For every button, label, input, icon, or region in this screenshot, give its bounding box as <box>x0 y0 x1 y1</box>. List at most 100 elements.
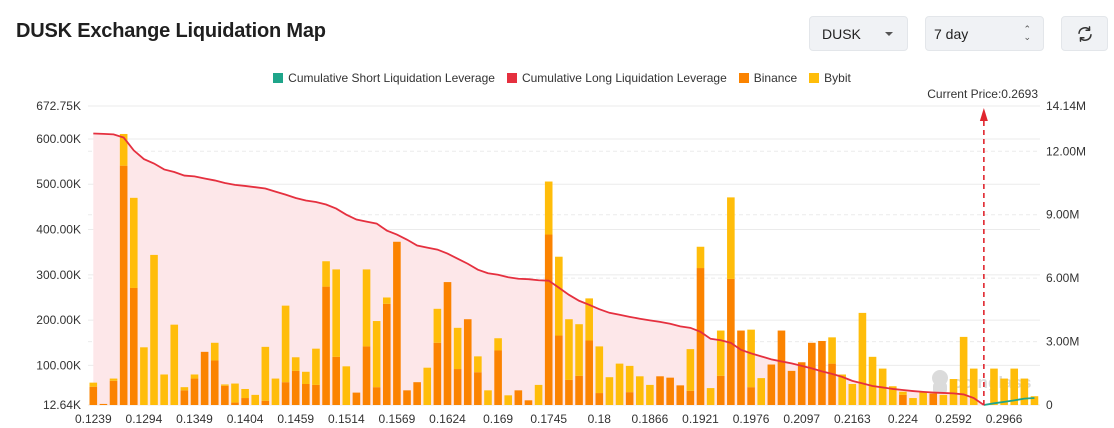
bar-binance <box>818 340 826 405</box>
bar-bybit <box>180 387 189 391</box>
x-tick-label: 0.1239 <box>75 412 112 426</box>
x-tick-label: 0.1921 <box>682 412 719 426</box>
bar-bybit <box>716 330 725 376</box>
bar-binance <box>929 393 938 405</box>
bar-binance <box>666 377 674 405</box>
bar-bybit <box>129 197 138 288</box>
bar-binance <box>453 369 462 405</box>
x-tick-label: 0.1866 <box>632 412 669 426</box>
bar-bybit <box>848 384 857 405</box>
legend-item-long[interactable]: Cumulative Long Liquidation Leverage <box>506 71 727 85</box>
bar-binance <box>231 402 239 405</box>
bar-bybit <box>221 384 229 386</box>
x-tick-label: 0.2592 <box>935 412 972 426</box>
period-select[interactable]: 7 day ⌃ ⌄ <box>925 16 1044 51</box>
bar-bybit <box>565 319 573 380</box>
coin-select[interactable]: DUSK <box>809 16 908 51</box>
bar-bybit <box>504 395 513 405</box>
bar-binance <box>737 330 745 405</box>
refresh-button[interactable] <box>1061 16 1108 51</box>
bar-bybit <box>382 297 391 304</box>
legend-label: Bybit <box>824 71 851 85</box>
bar-bybit <box>757 378 766 405</box>
bar-bybit <box>494 338 502 351</box>
bar-binance <box>281 382 290 405</box>
bar-bybit <box>332 269 340 357</box>
bar-bybit <box>727 197 735 279</box>
bar-binance <box>524 400 533 405</box>
y-right-tick-label: 0 <box>1046 398 1053 412</box>
bar-binance <box>575 375 583 405</box>
x-tick-label: 0.2966 <box>986 412 1023 426</box>
legend-item-binance[interactable]: Binance <box>738 71 797 85</box>
bar-binance <box>676 385 685 405</box>
bar-bybit <box>646 384 654 405</box>
bar-bybit <box>342 366 351 405</box>
bar-binance <box>716 375 725 405</box>
long-liquidation-line <box>93 132 985 406</box>
bar-binance <box>362 346 371 405</box>
bar-bybit <box>271 378 280 405</box>
bar-bybit <box>261 346 270 401</box>
y-left-tick-label: 300.00K <box>36 268 81 282</box>
bar-bybit <box>89 382 98 387</box>
bar-bybit <box>241 388 249 399</box>
bar-binance <box>595 393 604 405</box>
legend-item-short[interactable]: Cumulative Short Liquidation Leverage <box>273 71 495 85</box>
bar-bybit <box>210 342 219 361</box>
x-tick-label: 0.18 <box>588 412 612 426</box>
bar-bybit <box>909 398 917 405</box>
bar-bybit <box>534 384 543 405</box>
bar-bybit <box>544 181 553 235</box>
bar-bybit <box>1030 396 1039 405</box>
bar-bybit <box>959 336 968 405</box>
bar-bybit <box>231 383 239 403</box>
period-select-value: 7 day <box>934 25 969 42</box>
legend-swatch <box>809 73 820 83</box>
bar-binance <box>302 384 310 405</box>
bar-binance <box>382 303 391 405</box>
bar-bybit <box>838 374 846 405</box>
legend-swatch <box>273 73 284 83</box>
bar-binance <box>322 286 330 405</box>
legend-swatch <box>506 73 517 83</box>
bar-bybit <box>362 269 371 347</box>
bar-binance <box>200 351 209 405</box>
bar-bybit <box>990 368 998 405</box>
bar-binance <box>129 287 138 405</box>
bar-bybit <box>696 246 705 269</box>
bar-binance <box>221 385 229 405</box>
bar-binance <box>332 356 340 405</box>
bar-bybit <box>190 374 199 379</box>
bar-binance <box>261 400 270 405</box>
bar-bybit <box>109 378 118 381</box>
long-liquidation-area <box>93 133 984 406</box>
bar-binance <box>555 335 563 405</box>
bar-binance <box>828 363 836 405</box>
bar-bybit <box>625 365 634 393</box>
bar-binance <box>413 382 421 405</box>
legend-label: Cumulative Short Liquidation Leverage <box>288 71 495 85</box>
bar-binance <box>372 387 381 405</box>
bar-bybit <box>251 394 260 405</box>
bar-bybit <box>433 308 442 343</box>
bar-binance <box>686 390 695 405</box>
bar-bybit <box>1000 378 1008 405</box>
watermark-logo-icon <box>933 382 947 394</box>
bar-bybit <box>635 376 644 405</box>
x-tick-label: 0.2163 <box>834 412 871 426</box>
bar-binance <box>463 319 472 405</box>
x-tick-label: 0.224 <box>888 412 918 426</box>
x-tick-label: 0.1404 <box>227 412 264 426</box>
legend-item-bybit[interactable]: Bybit <box>809 71 851 85</box>
bar-bybit <box>686 349 695 391</box>
bar-bybit <box>150 254 158 405</box>
x-tick-label: 0.2097 <box>783 412 820 426</box>
legend-label: Cumulative Long Liquidation Leverage <box>521 71 727 85</box>
bar-binance <box>291 370 300 405</box>
bar-binance <box>656 376 664 405</box>
y-left-tick-label: 672.75K <box>36 99 81 113</box>
y-right-tick-label: 9.00M <box>1046 208 1079 222</box>
bar-bybit <box>828 337 836 364</box>
bar-bybit <box>160 374 168 405</box>
